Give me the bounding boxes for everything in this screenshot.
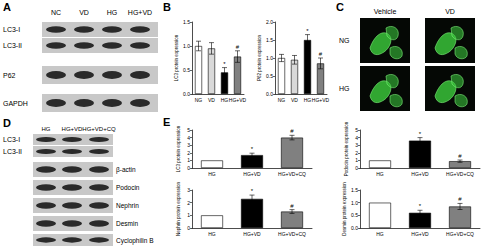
svg-text:#: # [236,44,240,50]
svg-text:HG+VD: HG+VD [243,171,261,177]
svg-text:0: 0 [187,165,190,171]
svg-text:LC3 protein expression: LC3 protein expression [174,34,179,81]
svg-text:Vehicle: Vehicle [374,8,397,15]
svg-text:2: 2 [187,200,190,206]
svg-text:1.0: 1.0 [266,55,273,61]
svg-text:0.0: 0.0 [266,91,273,97]
svg-text:#: # [458,196,462,202]
svg-text:LC3-II: LC3-II [3,42,22,49]
svg-text:#: # [290,128,294,134]
svg-text:HG+VD: HG+VD [312,97,330,103]
svg-text:P62: P62 [3,72,16,79]
svg-text:VD: VD [291,97,298,103]
svg-text:HG+VD: HG+VD [229,97,247,103]
svg-text:HG: HG [221,97,229,103]
svg-text:C: C [336,1,344,13]
svg-text:VD: VD [208,97,215,103]
svg-text:1.5: 1.5 [183,19,190,25]
svg-text:5: 5 [187,127,190,133]
svg-text:*: * [223,61,226,67]
svg-text:0.5: 0.5 [351,212,358,218]
svg-text:2.0: 2.0 [266,19,273,25]
svg-text:Podocin protein expression: Podocin protein expression [344,121,349,176]
svg-text:HG+VD+CQ: HG+VD+CQ [278,231,306,237]
svg-text:A: A [3,1,11,13]
svg-text:1.0: 1.0 [183,43,190,49]
svg-text:1.0: 1.0 [351,200,358,206]
svg-text:1: 1 [187,157,190,163]
svg-text:4: 4 [187,135,190,141]
svg-text:Cyclophilin B: Cyclophilin B [116,237,154,245]
svg-text:3: 3 [187,187,190,193]
svg-text:VD: VD [79,9,89,16]
svg-text:Desmin protein expression: Desmin protein expression [342,182,347,236]
svg-text:*: * [251,146,254,152]
svg-text:*: * [306,28,309,34]
svg-text:LC3 protein expression: LC3 protein expression [176,125,181,172]
svg-text:*: * [419,203,422,209]
svg-text:2: 2 [355,150,358,156]
svg-text:HG+VD: HG+VD [62,126,84,132]
svg-text:Nephrin: Nephrin [116,202,139,210]
svg-text:#: # [458,153,462,159]
svg-text:HG: HG [376,231,384,237]
svg-text:HG+VD: HG+VD [243,231,261,237]
svg-text:HG+VD: HG+VD [128,9,152,16]
svg-text:*: * [251,188,254,194]
svg-text:3: 3 [355,142,358,148]
svg-text:HG: HG [376,171,384,177]
svg-text:B: B [163,1,171,13]
svg-text:0.0: 0.0 [351,225,358,231]
svg-text:HG+VD+CQ: HG+VD+CQ [82,126,116,132]
svg-text:0: 0 [187,225,190,231]
svg-text:HG: HG [42,126,51,132]
svg-text:Podocin: Podocin [116,184,140,191]
svg-text:HG+VD+CQ: HG+VD+CQ [278,171,306,177]
svg-text:LC3-I: LC3-I [3,26,20,33]
svg-text:Nephrin protein expression: Nephrin protein expression [176,182,181,236]
svg-text:VD: VD [445,8,455,15]
svg-text:P62 protein expression: P62 protein expression [257,34,262,81]
svg-text:E: E [163,116,170,128]
svg-text:HG: HG [208,231,216,237]
svg-text:#: # [290,203,294,209]
svg-text:β-actin: β-actin [116,166,136,174]
svg-text:HG: HG [339,85,350,92]
svg-text:1: 1 [355,157,358,163]
svg-text:#: # [319,51,323,57]
svg-text:0: 0 [355,165,358,171]
svg-text:0.5: 0.5 [266,73,273,79]
svg-text:HG+VD: HG+VD [411,171,429,177]
svg-text:HG+VD+CQ: HG+VD+CQ [446,231,474,237]
svg-text:HG: HG [304,97,312,103]
svg-text:4: 4 [355,135,358,141]
svg-text:LC3-I: LC3-I [3,136,20,143]
svg-text:HG+VD: HG+VD [411,231,429,237]
svg-text:5: 5 [355,127,358,133]
svg-text:3: 3 [187,142,190,148]
svg-text:Desmin: Desmin [116,220,138,227]
svg-text:HG+VD+CQ: HG+VD+CQ [446,171,474,177]
svg-text:0.5: 0.5 [183,67,190,73]
svg-text:1.5: 1.5 [351,187,358,193]
svg-text:GAPDH: GAPDH [3,100,28,107]
svg-text:LC3-II: LC3-II [3,148,22,155]
svg-text:NG: NG [195,97,203,103]
svg-text:2: 2 [187,150,190,156]
svg-text:NC: NC [51,9,61,16]
svg-text:0.0: 0.0 [183,91,190,97]
svg-text:D: D [3,117,11,129]
svg-text:NG: NG [339,37,350,44]
svg-text:NG: NG [278,97,286,103]
svg-text:1.5: 1.5 [266,37,273,43]
svg-text:HG: HG [107,9,118,16]
svg-text:*: * [419,131,422,137]
svg-text:HG: HG [208,171,216,177]
svg-text:1: 1 [187,212,190,218]
